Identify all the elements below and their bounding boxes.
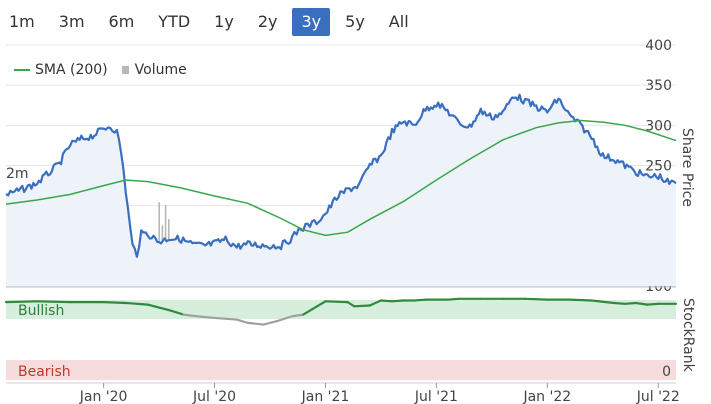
stockrank-segment — [346, 301, 356, 308]
stockrank-segment — [353, 304, 371, 308]
stockrank-segment — [182, 313, 198, 318]
stockrank-segment — [368, 299, 383, 307]
stockrank-segment — [324, 300, 349, 304]
range-button-3y[interactable]: 3y — [292, 8, 331, 36]
volume-axis-label: 2m — [6, 166, 29, 182]
range-button-5y[interactable]: 5y — [345, 12, 365, 31]
x-tick-label: Jan '21 — [301, 389, 350, 404]
stockrank-segment — [646, 302, 660, 306]
y-axis-title: Share Price — [679, 128, 695, 207]
stockrank-segment — [4, 300, 39, 304]
sma-legend-label[interactable]: SMA (200) — [35, 62, 108, 78]
sma-legend-swatch — [14, 69, 30, 71]
stockrank-segment — [291, 313, 305, 318]
x-tick-label: Jan '20 — [79, 389, 128, 404]
bullish-band — [6, 300, 676, 319]
y-tick-label: 350 — [645, 78, 672, 94]
stockrank-segment — [612, 301, 627, 305]
volume-legend-label[interactable]: Volume — [134, 62, 187, 78]
y-tick-label: 250 — [645, 159, 672, 175]
stockrank-segment — [169, 309, 185, 316]
stockrank-segment — [195, 315, 216, 320]
stockrank-segment — [568, 298, 593, 302]
x-tick-label: Jan '22 — [522, 389, 571, 404]
stockrank-segment — [634, 301, 649, 306]
range-button-2y[interactable]: 2y — [257, 12, 278, 31]
range-button-6m[interactable]: 6m — [108, 12, 135, 31]
stockrank-segment — [146, 303, 172, 312]
stockrank-segment — [524, 297, 549, 301]
stockrank-segment — [623, 301, 638, 305]
share-price-line — [5, 93, 677, 258]
stockrank-segment — [124, 301, 150, 306]
stockrank-segment — [213, 316, 238, 321]
stockrank-segment — [390, 299, 405, 303]
x-tick-label: Jul '20 — [192, 389, 236, 404]
sma-200-line — [5, 119, 677, 237]
range-button-1m[interactable]: 1m — [9, 12, 35, 31]
y-tick-label: 300 — [645, 118, 672, 134]
range-button-ytd[interactable]: YTD — [158, 12, 191, 31]
chart-legend: SMA (200) Volume — [14, 62, 187, 78]
range-button-all[interactable]: All — [388, 12, 409, 31]
bearish-band — [6, 360, 676, 380]
x-tick-label: Jul '21 — [414, 389, 458, 404]
stockrank-segment — [35, 300, 72, 304]
stockrank-segment — [235, 318, 249, 324]
stockrank-zero-label: 0 — [662, 364, 671, 380]
y-tick-label: 400 — [645, 38, 672, 54]
stockrank-segment — [413, 298, 427, 302]
volume-legend-swatch — [121, 66, 129, 74]
stockrank-segment — [102, 301, 127, 305]
price-area — [6, 94, 676, 286]
stockrank-segment — [275, 315, 294, 323]
stockrank-axis-title: StockRank — [680, 298, 696, 373]
x-tick-label: Jul '22 — [636, 389, 680, 404]
stockrank-segment — [302, 300, 327, 316]
range-selector: 1m 3m 6m YTD 1y 2y 3y 5y All — [0, 8, 424, 40]
stockrank-segment — [590, 299, 615, 305]
range-button-3m[interactable]: 3m — [58, 12, 85, 31]
bearish-label: Bearish — [18, 364, 71, 380]
stockrank-segment — [446, 297, 460, 301]
stockrank-segment — [379, 299, 394, 303]
bullish-label: Bullish — [18, 303, 64, 319]
stockrank-segment — [262, 320, 278, 326]
stockrank-segment — [246, 321, 265, 326]
range-button-1y[interactable]: 1y — [214, 12, 234, 31]
